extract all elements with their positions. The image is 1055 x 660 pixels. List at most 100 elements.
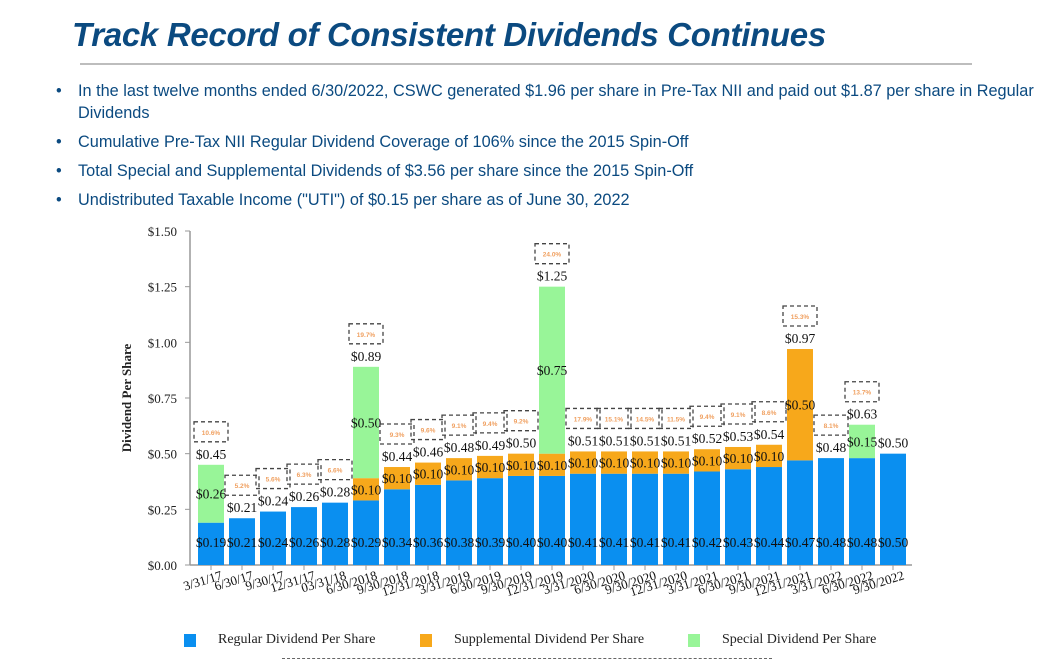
data-label-supplemental: $0.10 (382, 471, 413, 486)
data-label-total: $0.51 (630, 433, 660, 448)
data-label-regular: $0.41 (661, 535, 691, 550)
bar-special (353, 366, 379, 479)
annotation-box (565, 407, 601, 430)
y-tick-label: $1.25 (148, 280, 177, 295)
data-label-regular: $0.26 (289, 535, 320, 550)
data-label-regular: $0.36 (413, 535, 444, 550)
bullet-icon: • (56, 191, 62, 209)
bullet-icon: • (56, 162, 62, 180)
annotation-label: 8.6% (762, 410, 777, 417)
annotation-box (751, 401, 787, 423)
annotation-box (348, 323, 384, 345)
bar-regular (322, 502, 348, 565)
bar-regular (384, 489, 410, 565)
y-tick-label: $1.00 (148, 335, 177, 350)
data-label-regular: $0.34 (382, 535, 413, 550)
bullet-icon: • (56, 82, 62, 100)
annotation-label: 5.2% (235, 483, 250, 490)
data-label-total: $0.89 (351, 349, 382, 364)
bar-supplemental (415, 462, 441, 485)
data-label-total: $0.50 (878, 436, 909, 451)
y-tick-label: $0.50 (148, 447, 177, 462)
bar-regular (198, 522, 224, 565)
data-label-total: $0.54 (754, 427, 785, 442)
annotation-box (317, 459, 353, 481)
data-label-special: $0.75 (537, 363, 568, 378)
annotation-label: 5.6% (266, 477, 281, 484)
annotation-label: 9.1% (731, 412, 746, 419)
legend-label: Special Dividend Per Share (722, 632, 877, 647)
annotation-label: 10.6% (202, 430, 221, 437)
bullet-icon: • (56, 133, 62, 151)
legend-item-special: Special Dividend Per Share (688, 632, 876, 648)
legend-label: Regular Dividend Per Share (218, 632, 376, 647)
annotation-box (658, 407, 694, 430)
annotation-label: 9.4% (700, 414, 715, 421)
annotation-label: 15.3% (791, 314, 810, 321)
data-label-special: $0.26 (196, 487, 227, 502)
annotation-label: 13.7% (853, 390, 872, 397)
y-axis-label: Dividend Per Share (119, 343, 134, 452)
bar-supplemental (353, 478, 379, 501)
bar-special (539, 286, 565, 454)
annotation-label: 8.1% (824, 423, 839, 430)
bar-regular (756, 467, 782, 565)
annotation-box (720, 403, 756, 425)
annotation-label: 9.6% (421, 428, 436, 435)
bar-supplemental (446, 458, 472, 481)
data-label-supplemental: $0.10 (537, 458, 568, 473)
bullet-text: Total Special and Supplemental Dividends… (78, 162, 694, 180)
bar-regular (477, 478, 503, 565)
bar-supplemental (539, 453, 565, 476)
annotation-box (379, 423, 415, 445)
data-label-regular: $0.48 (847, 535, 878, 550)
bar-supplemental (787, 349, 813, 461)
data-label-regular: $0.21 (227, 535, 257, 550)
bar-supplemental (570, 451, 596, 474)
annotation-box (441, 414, 477, 436)
bar-regular (508, 475, 534, 565)
data-label-supplemental: $0.10 (692, 453, 723, 468)
annotation-box (472, 412, 508, 434)
bar-regular (260, 511, 286, 565)
bar-regular (601, 473, 627, 565)
bar-supplemental (632, 451, 658, 474)
data-label-supplemental: $0.10 (723, 451, 754, 466)
bar-special (849, 424, 875, 459)
legend-item-supplemental: Supplemental Dividend Per Share (420, 632, 644, 648)
bar-regular (229, 518, 255, 565)
data-label-special: $0.15 (847, 434, 878, 449)
data-label-total: $0.51 (568, 433, 598, 448)
page-title: Track Record of Consistent Dividends Con… (72, 16, 826, 53)
bar-regular (291, 507, 317, 565)
annotation-box (286, 463, 322, 485)
data-label-regular: $0.41 (599, 535, 629, 550)
data-label-regular: $0.38 (444, 535, 475, 550)
data-label-supplemental: $0.10 (413, 467, 444, 482)
legend-divider (282, 658, 772, 659)
annotation-label: 15.1% (605, 416, 624, 423)
data-label-supplemental: $0.10 (506, 458, 537, 473)
data-label-special: $0.50 (351, 415, 382, 430)
bar-regular (570, 473, 596, 565)
annotation-label: 11.5% (667, 416, 685, 423)
data-label-supplemental: $0.50 (785, 398, 816, 413)
data-label-regular: $0.42 (692, 535, 722, 550)
data-label-total: $0.52 (692, 431, 722, 446)
data-label-total: $0.48 (444, 440, 475, 455)
data-label-total: $0.26 (289, 489, 320, 504)
chart-legend: Regular Dividend Per Share Supplemental … (180, 630, 940, 654)
annotation-box (627, 407, 663, 430)
data-label-supplemental: $0.10 (568, 456, 599, 471)
bullet-item: • In the last twelve months ended 6/30/20… (56, 80, 1041, 124)
bullet-item: • Cumulative Pre-Tax NII Regular Dividend… (56, 131, 1041, 153)
data-label-supplemental: $0.10 (351, 482, 382, 497)
bullet-item: • Total Special and Supplemental Dividend… (56, 160, 1041, 182)
data-label-regular: $0.41 (568, 535, 598, 550)
data-label-total: $0.63 (847, 407, 878, 422)
data-label-regular: $0.50 (878, 535, 909, 550)
annotation-label: 6.3% (297, 472, 312, 479)
data-label-regular: $0.29 (351, 535, 382, 550)
bar-regular (663, 473, 689, 565)
